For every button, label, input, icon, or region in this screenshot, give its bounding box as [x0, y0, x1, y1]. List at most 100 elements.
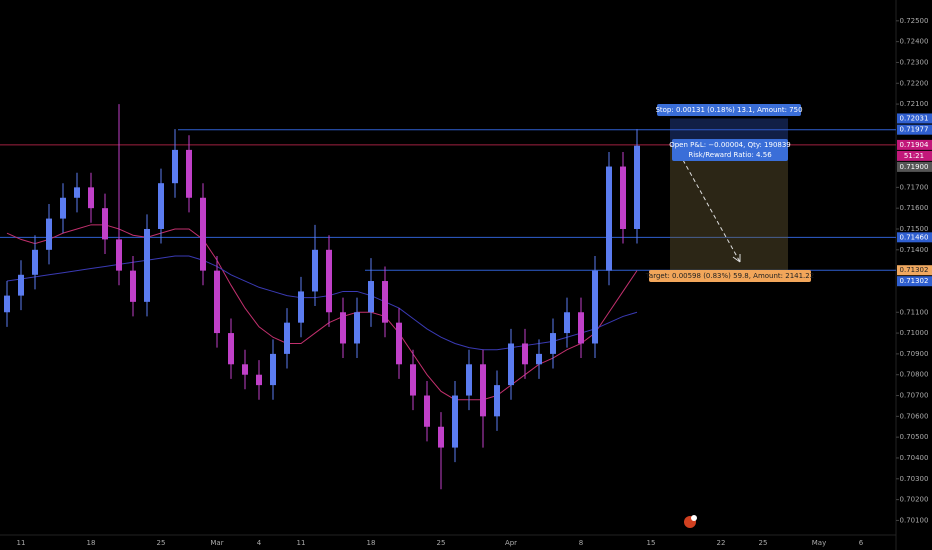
y-tick-label: 0.70300	[900, 475, 929, 483]
moving-average	[6, 224, 638, 401]
x-tick-label: 15	[647, 539, 656, 547]
candle-body	[256, 374, 262, 386]
y-tick-label: 0.71700	[900, 183, 929, 191]
x-tick-label: Apr	[505, 539, 517, 547]
candle-body	[438, 426, 444, 448]
ratio-label: Risk/Reward Ratio: 4.56	[688, 151, 772, 159]
countdown: 51:21	[904, 152, 924, 160]
x-tick-label: 25	[157, 539, 166, 547]
x-tick-label: 8	[579, 539, 583, 547]
y-tick-label: 0.70600	[900, 412, 929, 420]
candle-body	[382, 281, 388, 323]
candle-body	[228, 333, 234, 365]
plot: 0.72500 0.72400 0.72300 0.72200 0.72100 0.717…	[0, 17, 928, 547]
x-tick-label: Mar	[210, 539, 223, 547]
candle-body	[340, 312, 346, 344]
price-label-bg	[897, 161, 932, 172]
price-label-bg	[897, 265, 932, 276]
y-tick-label: 0.72100	[900, 100, 929, 108]
y-tick-label: 0.70700	[900, 392, 929, 400]
price-label: 0.71302	[900, 277, 929, 285]
candle-body	[354, 312, 360, 344]
candle-body	[130, 270, 136, 302]
candle-body	[298, 291, 304, 323]
candle-body	[312, 249, 318, 292]
target-zone	[670, 145, 788, 271]
candle-body	[4, 295, 10, 313]
price-label: 0.72031	[900, 114, 929, 122]
candle-body	[172, 149, 178, 184]
y-tick-label: 0.72300	[900, 58, 929, 66]
candle-body	[32, 249, 38, 275]
info-label: Stop: 0.00131 (0.18%) 13.1, Amount: 750	[655, 106, 802, 114]
price-label-bg	[897, 113, 932, 124]
candle-body	[480, 364, 486, 417]
candle-body	[186, 149, 192, 198]
price-label: 0.71904	[900, 141, 929, 149]
candle-body	[494, 385, 500, 417]
event-icon-badge	[691, 515, 697, 521]
y-tick-label: 0.70900	[900, 350, 929, 358]
y-tick-label: 0.70800	[900, 371, 929, 379]
candle-body	[550, 333, 556, 354]
price-label: 0.71977	[900, 126, 929, 134]
candle-body	[606, 166, 612, 271]
candle-body	[522, 343, 528, 365]
x-tick-label: 11	[17, 539, 26, 547]
x-tick-label: 25	[759, 539, 768, 547]
candle-body	[102, 208, 108, 240]
x-tick-label: 25	[437, 539, 446, 547]
candle-body	[326, 249, 332, 313]
candle-body	[18, 274, 24, 296]
moving-average	[6, 255, 638, 351]
candle-body	[410, 364, 416, 396]
candle-body	[634, 145, 640, 229]
price-label: 0.71460	[900, 233, 929, 241]
x-tick-label: May	[812, 539, 826, 547]
x-tick-label: 4	[257, 539, 262, 547]
candle-body	[466, 364, 472, 396]
x-tick-label: 22	[717, 539, 726, 547]
pnl-label-bg	[672, 139, 788, 161]
candle-body	[368, 281, 374, 313]
y-tick-label: 0.72200	[900, 79, 929, 87]
candle-body	[284, 322, 290, 354]
candle-body	[46, 218, 52, 250]
trend-arrow	[682, 159, 741, 263]
candle-body	[564, 312, 570, 334]
candle-body	[270, 353, 276, 386]
candle-body	[60, 197, 66, 219]
y-tick-label: 0.71100	[900, 308, 929, 316]
y-tick-label: 0.70200	[900, 496, 929, 504]
y-tick-label: 0.71000	[900, 329, 929, 337]
price-label: 0.71302	[900, 266, 929, 274]
price-label-bg	[897, 124, 932, 135]
y-tick-label: 0.72500	[900, 17, 929, 25]
pnl-label: Open P&L: −0.00004, Qty: 190839	[669, 141, 791, 149]
candle-body	[158, 183, 164, 229]
candle-body	[200, 197, 206, 271]
candle-body	[74, 187, 80, 198]
countdown-bg	[897, 150, 932, 161]
candle-body	[116, 239, 122, 271]
y-tick-label: 0.70400	[900, 454, 929, 462]
info-label-bg	[657, 104, 801, 116]
price-label-bg	[897, 276, 932, 287]
candle-body	[452, 395, 458, 448]
x-tick-label: 11	[297, 539, 306, 547]
candle-body	[214, 270, 220, 334]
candle-body	[536, 353, 542, 365]
x-tick-label: 6	[859, 539, 864, 547]
y-tick-label: 0.70500	[900, 433, 929, 441]
y-tick-label: 0.71600	[900, 204, 929, 212]
info-label: Target: 0.00598 (0.83%) 59.8, Amount: 21…	[645, 272, 814, 280]
price-label-bg	[897, 232, 932, 243]
y-tick-label: 0.71500	[900, 225, 929, 233]
x-tick-label: 18	[87, 539, 96, 547]
candle-body	[88, 187, 94, 209]
info-label-bg	[649, 270, 811, 282]
trend-arrow-head	[732, 254, 741, 263]
candle-body	[242, 364, 248, 375]
